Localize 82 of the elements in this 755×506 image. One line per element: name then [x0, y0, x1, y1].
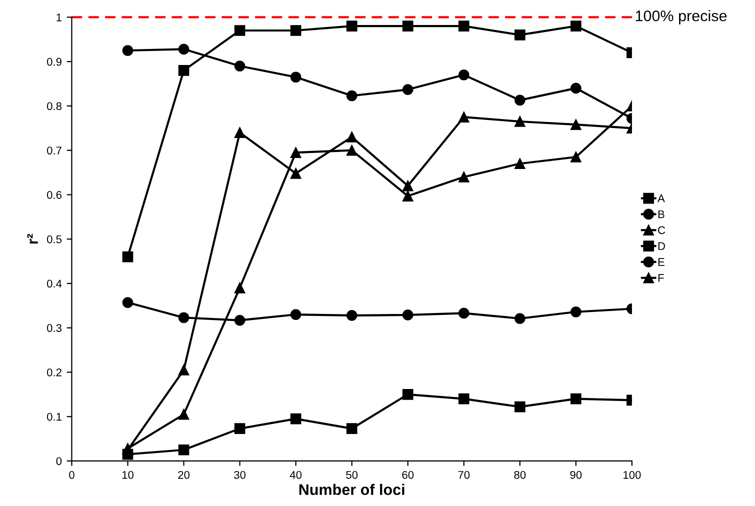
point [570, 393, 582, 404]
y-tick-label: 0.7 [46, 146, 62, 154]
point [458, 20, 470, 32]
x-tick-label: 0 [69, 470, 74, 479]
x-tick-label: 50 [346, 470, 358, 479]
point [346, 310, 358, 321]
point [458, 308, 470, 319]
point [458, 69, 470, 80]
point [346, 144, 358, 156]
point [514, 116, 526, 127]
point [122, 297, 134, 308]
y-tick-label: 0.4 [46, 280, 62, 288]
point [514, 313, 526, 324]
legend-label: C [658, 226, 666, 234]
x-tick-label: 40 [290, 470, 302, 479]
point [178, 44, 190, 55]
point [234, 314, 246, 326]
x-tick-label: 20 [178, 470, 190, 479]
point [234, 282, 246, 294]
x-tick-label: 60 [402, 470, 414, 479]
point [178, 364, 190, 376]
legend-label: E [658, 258, 664, 266]
point [122, 45, 134, 56]
point [458, 112, 470, 122]
point [178, 408, 190, 420]
point [122, 251, 134, 262]
x-axis-title: Number of loci [299, 484, 404, 496]
x-tick-label: 30 [234, 470, 246, 479]
y-tick-label: 0.2 [46, 368, 62, 376]
point [458, 172, 470, 182]
point [570, 152, 582, 162]
x-tick-label: 100 [624, 470, 641, 479]
y-tick-label: 0.5 [46, 235, 62, 244]
y-tick-label: 0.9 [46, 58, 62, 66]
point [178, 65, 190, 76]
legend-label: F [658, 274, 664, 282]
point [290, 147, 302, 158]
y-tick-label: 0 [56, 457, 62, 466]
point [290, 413, 302, 424]
point [346, 423, 358, 434]
legend-label: A [658, 194, 665, 202]
x-tick-label: 80 [514, 470, 526, 479]
ref-line-label: 100% precise [636, 10, 727, 24]
y-axis-title: r² [27, 234, 38, 244]
point [402, 190, 414, 202]
y-tick-label: 0.6 [46, 190, 62, 199]
point [234, 423, 246, 434]
x-tick-label: 90 [570, 470, 582, 479]
point [514, 158, 526, 170]
point [570, 119, 582, 130]
x-tick-label: 10 [122, 470, 134, 479]
point [570, 82, 582, 94]
point [346, 20, 358, 32]
point [234, 25, 246, 36]
point [346, 132, 358, 142]
point [178, 444, 190, 456]
point [402, 388, 414, 400]
y-tick-label: 0.3 [46, 324, 62, 332]
point [458, 393, 470, 404]
x-tick-label: 70 [458, 470, 470, 479]
point [290, 309, 302, 320]
point [570, 20, 582, 32]
point [514, 94, 526, 106]
point [178, 312, 190, 324]
point [346, 90, 358, 102]
legend-label: D [658, 242, 665, 250]
point [402, 310, 414, 320]
point [570, 306, 582, 318]
point [514, 401, 526, 412]
point [290, 168, 302, 179]
point [234, 60, 246, 72]
y-tick-label: 1 [56, 14, 62, 22]
point [402, 84, 414, 95]
point [290, 25, 302, 36]
legend-label: B [658, 210, 664, 218]
point [402, 180, 414, 192]
point [290, 72, 302, 83]
y-tick-label: 0.8 [46, 102, 62, 110]
point [234, 127, 246, 138]
y-tick-label: 0.1 [46, 412, 62, 421]
point [514, 30, 526, 40]
point [402, 20, 414, 32]
